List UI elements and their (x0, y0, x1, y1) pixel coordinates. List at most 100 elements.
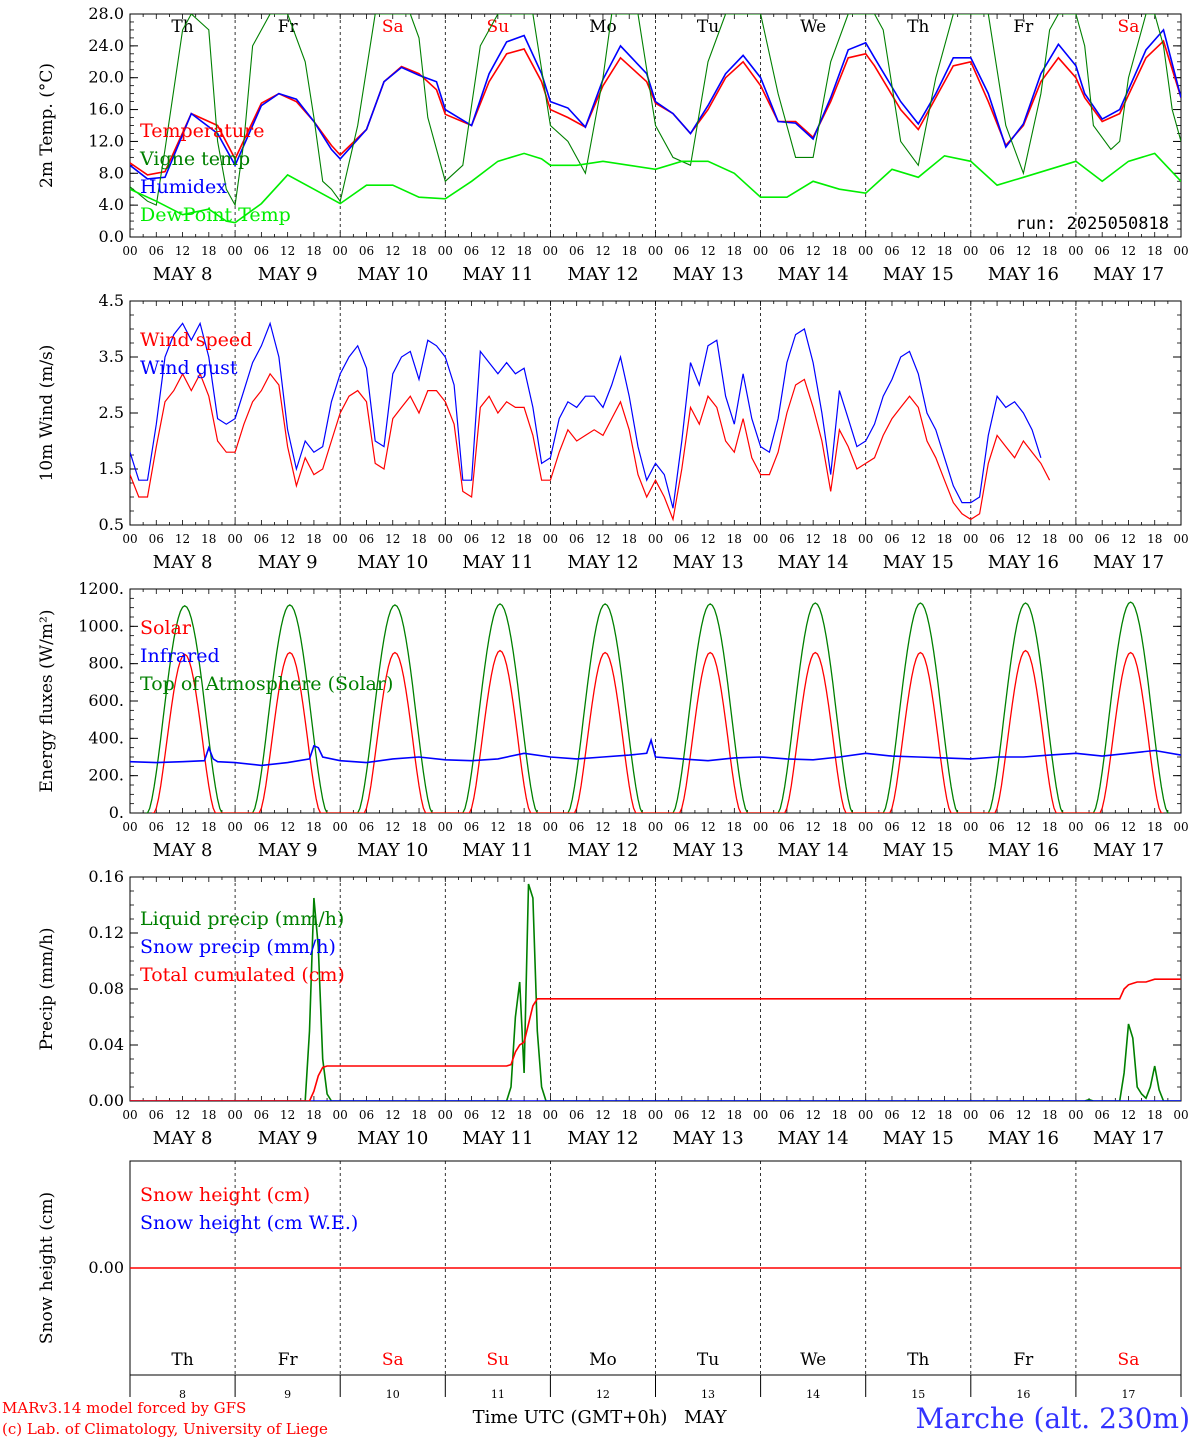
hour-label: 00 (963, 532, 978, 546)
hour-label: 06 (254, 1108, 269, 1122)
hour-label: 12 (806, 820, 821, 834)
y-tick-label: 1200. (78, 579, 124, 598)
hour-label: 06 (254, 532, 269, 546)
hour-label: 00 (333, 532, 348, 546)
series-dewpoint-temp (130, 152, 1181, 224)
hour-label: 18 (622, 820, 637, 834)
day-label: MAY 16 (988, 840, 1059, 861)
hour-label: 18 (622, 244, 637, 258)
hour-label: 12 (1121, 1108, 1136, 1122)
y-tick-label: 3.5 (99, 347, 124, 366)
legend-entry: Liquid precip (mm/h) (140, 908, 344, 930)
hour-label: 00 (1173, 532, 1188, 546)
hour-label: 12 (385, 244, 400, 258)
hour-label: 00 (122, 820, 137, 834)
hour-label: 18 (1042, 532, 1057, 546)
y-tick-label: 400. (88, 728, 124, 747)
day-label: MAY 15 (883, 552, 954, 573)
y-tick-label: 0.0 (99, 227, 124, 246)
hour-label: 06 (149, 532, 164, 546)
day-label: MAY 14 (778, 552, 849, 573)
series-liquid-precip-mm-h- (130, 883, 1181, 1101)
legend-entry: Solar (140, 617, 192, 639)
hour-label: 06 (569, 820, 584, 834)
hour-label: 06 (884, 532, 899, 546)
legend-entry: Snow precip (mm/h) (140, 936, 336, 958)
hour-label: 06 (359, 532, 374, 546)
hour-label: 00 (753, 1108, 768, 1122)
hour-label: 06 (359, 820, 374, 834)
day-label: MAY 12 (567, 552, 638, 573)
day-label: MAY 11 (462, 840, 533, 861)
hour-label: 12 (1121, 244, 1136, 258)
weekday-label: Th (171, 17, 193, 37)
hour-label: 06 (254, 820, 269, 834)
hour-label: 00 (227, 532, 242, 546)
hour-label: 06 (149, 1108, 164, 1122)
location-label: Marche (alt. 230m) (916, 1402, 1190, 1435)
hour-label: 12 (280, 532, 295, 546)
y-tick-label: 200. (88, 766, 124, 785)
hour-label: 12 (175, 1108, 190, 1122)
hour-label: 12 (490, 1108, 505, 1122)
day-label: MAY 16 (988, 1128, 1059, 1149)
hour-label: 12 (700, 532, 715, 546)
weekday-label-bottom: Fr (278, 1350, 299, 1370)
hour-label: 00 (1068, 1108, 1083, 1122)
bottom-day-number: 13 (701, 1388, 715, 1401)
hour-label: 06 (989, 820, 1004, 834)
hour-label: 00 (963, 820, 978, 834)
day-label: MAY 9 (258, 552, 318, 573)
hour-label: 00 (1173, 1108, 1188, 1122)
hour-label: 12 (911, 820, 926, 834)
y-tick-label: 0. (109, 803, 124, 822)
hour-label: 06 (1095, 1108, 1110, 1122)
day-label: MAY 13 (672, 840, 743, 861)
hour-label: 12 (385, 1108, 400, 1122)
day-label: MAY 17 (1093, 1128, 1164, 1149)
day-label: MAY 11 (462, 552, 533, 573)
hour-label: 00 (122, 244, 137, 258)
y-tick-label: 0.00 (88, 1091, 124, 1110)
hour-label: 00 (333, 820, 348, 834)
hour-label: 06 (674, 820, 689, 834)
hour-label: 06 (464, 1108, 479, 1122)
series-wind-speed (130, 372, 1051, 522)
hour-label: 18 (411, 532, 426, 546)
bottom-day-number: 15 (911, 1388, 925, 1401)
weekday-label-bottom: Mo (589, 1350, 617, 1370)
hour-label: 18 (306, 244, 321, 258)
weekday-label: Sa (382, 17, 404, 37)
weekday-label: Th (907, 17, 929, 37)
hour-label: 06 (674, 244, 689, 258)
hour-label: 12 (595, 532, 610, 546)
y-axis-label: Energy fluxes (W/m²) (37, 610, 57, 793)
y-tick-label: 1.5 (99, 459, 124, 478)
day-label: MAY 8 (153, 1128, 213, 1149)
hour-label: 06 (464, 532, 479, 546)
y-tick-label: 0.5 (99, 515, 124, 534)
hour-label: 18 (306, 1108, 321, 1122)
hour-label: 12 (700, 244, 715, 258)
y-tick-label: 4.0 (99, 195, 124, 214)
hour-label: 06 (884, 820, 899, 834)
hour-label: 12 (1121, 532, 1136, 546)
hour-label: 00 (227, 1108, 242, 1122)
day-label: MAY 12 (567, 840, 638, 861)
bottom-day-number: 8 (179, 1388, 186, 1401)
hour-label: 18 (727, 820, 742, 834)
hour-label: 00 (858, 244, 873, 258)
hour-label: 06 (254, 244, 269, 258)
hour-label: 12 (490, 820, 505, 834)
weekday-label-bottom: Th (171, 1350, 193, 1370)
day-label: MAY 15 (883, 840, 954, 861)
day-label: MAY 15 (883, 264, 954, 285)
hour-label: 00 (122, 532, 137, 546)
hour-label: 18 (727, 532, 742, 546)
hour-label: 06 (989, 244, 1004, 258)
credit-line-1: MARv3.14 model forced by GFS (2, 1399, 246, 1417)
y-tick-label: 28.0 (88, 4, 124, 23)
weekday-label-bottom: Sa (382, 1350, 404, 1370)
series-solar (151, 649, 1164, 813)
hour-label: 00 (543, 1108, 558, 1122)
